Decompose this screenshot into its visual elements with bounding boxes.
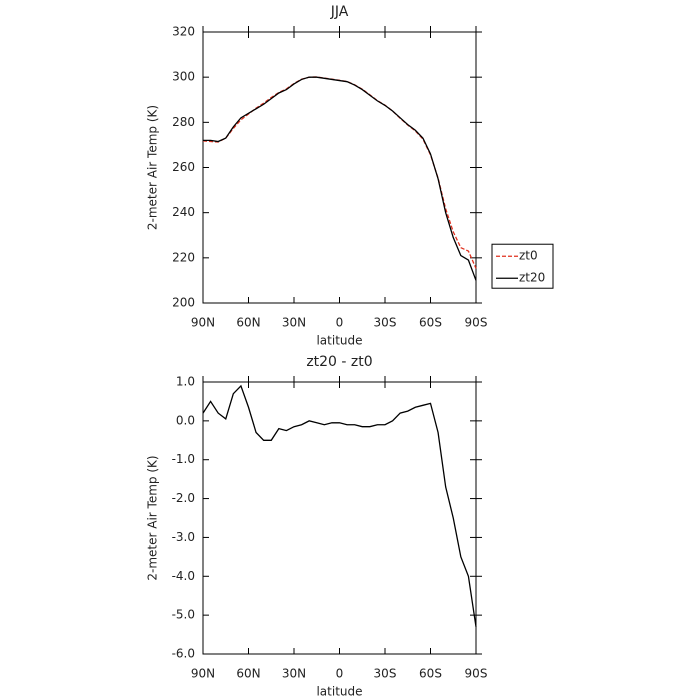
y-tick-label: 260 — [172, 160, 195, 174]
x-tick-label: 90S — [465, 316, 488, 330]
x-tick-label: 30S — [374, 316, 397, 330]
y-tick-label: 1.0 — [176, 375, 195, 389]
y-tick-label: 200 — [172, 296, 195, 310]
x-tick-label: 60N — [236, 316, 260, 330]
legend-label: zt0 — [519, 249, 538, 263]
y-tick-label: 220 — [172, 250, 195, 264]
chart-title: JJA — [330, 4, 349, 20]
data-line — [202, 76, 477, 269]
y-tick-label: -4.0 — [172, 569, 195, 583]
legend-label: zt20 — [519, 271, 545, 285]
data-line — [202, 384, 477, 627]
x-tick-label: 60S — [419, 667, 442, 681]
x-tick-label: 90N — [191, 667, 215, 681]
legend-box — [491, 243, 554, 289]
x-tick-label: 30N — [282, 667, 306, 681]
y-tick-label: 320 — [172, 25, 195, 39]
y-axis-label: 2-meter Air Temp (K) — [146, 105, 160, 230]
x-tick-label: 0 — [336, 667, 344, 681]
y-tick-label: 0.0 — [176, 413, 195, 427]
x-tick-label: 30N — [282, 316, 306, 330]
x-tick-label: 30S — [374, 667, 397, 681]
y-tick-label: -6.0 — [172, 647, 195, 661]
y-tick-label: 240 — [172, 205, 195, 219]
chart-title: zt20 - zt0 — [306, 354, 372, 370]
x-tick-label: 90S — [465, 667, 488, 681]
x-tick-label: 60S — [419, 316, 442, 330]
x-tick-label: 60N — [236, 667, 260, 681]
y-tick-label: -3.0 — [172, 530, 195, 544]
y-axis-label: 2-meter Air Temp (K) — [146, 455, 160, 580]
x-tick-label: 0 — [336, 316, 344, 330]
data-line — [203, 76, 477, 281]
x-axis-label: latitude — [316, 334, 362, 348]
y-tick-label: -1.0 — [172, 452, 195, 466]
y-tick-label: 300 — [172, 70, 195, 84]
x-axis-label: latitude — [316, 685, 362, 699]
y-tick-label: -5.0 — [172, 608, 195, 622]
y-tick-label: -2.0 — [172, 491, 195, 505]
x-tick-label: 90N — [191, 316, 215, 330]
y-tick-label: 280 — [172, 115, 195, 129]
